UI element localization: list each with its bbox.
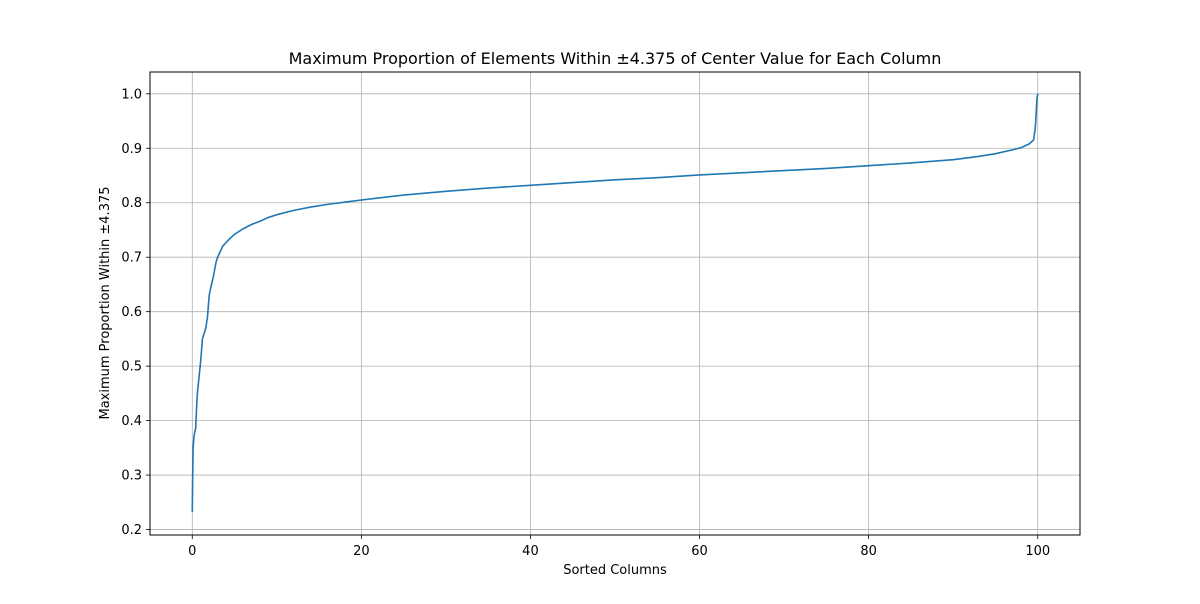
grid	[150, 72, 1080, 535]
x-tick-label: 100	[1025, 544, 1050, 559]
plot-area-frame	[149, 71, 1081, 536]
y-axis-label: Maximum Proportion Within ±4.375	[98, 186, 113, 419]
x-axis-ticks: 0 20 40 60 80 100	[188, 535, 1050, 559]
x-tick-label: 20	[353, 544, 370, 559]
x-tick-label: 0	[188, 544, 196, 559]
y-tick-label: 0.8	[121, 196, 142, 211]
y-tick-label: 1.0	[121, 87, 142, 102]
y-axis-ticks: 0.2 0.3 0.4 0.5 0.6 0.7 0.8 0.9 1.0	[121, 87, 150, 538]
y-tick-label: 0.7	[121, 251, 142, 266]
series-line	[191, 93, 1039, 513]
y-tick-label: 0.9	[121, 142, 142, 157]
y-tick-label: 0.3	[121, 469, 142, 484]
y-tick-label: 0.6	[121, 305, 142, 320]
y-tick-label: 0.2	[121, 523, 142, 538]
x-axis-label: Sorted Columns	[563, 563, 667, 578]
x-tick-label: 80	[860, 544, 877, 559]
y-tick-label: 0.5	[121, 360, 142, 375]
chart-title: Maximum Proportion of Elements Within ±4…	[289, 49, 942, 68]
y-tick-label: 0.4	[121, 414, 142, 429]
x-tick-label: 60	[691, 544, 708, 559]
series-layer	[191, 93, 1039, 513]
x-tick-label: 40	[522, 544, 539, 559]
